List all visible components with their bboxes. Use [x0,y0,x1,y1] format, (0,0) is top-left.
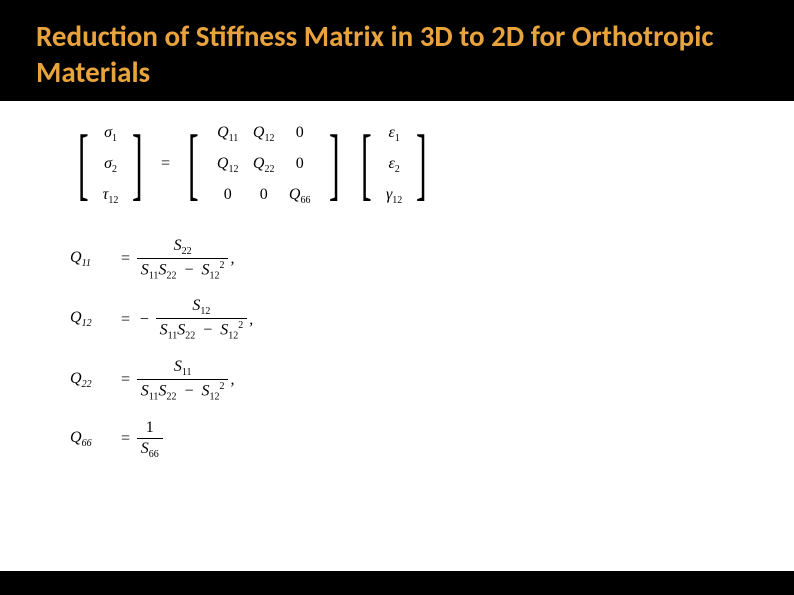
slide-content: [ σ1 σ2 τ12 ] = [ Q11 Q12 0 Q12 Q22 0 0 … [0,101,794,571]
bracket-right-icon: ] [132,124,143,204]
bracket-right-icon: ] [416,124,427,204]
strain-vector: ε1 ε2 γ12 [386,121,402,207]
equals-sign: = [161,155,170,173]
bracket-left-icon: [ [188,124,199,204]
slide-title: Reduction of Stiffness Matrix in 3D to 2… [36,18,764,91]
bracket-right-icon: ] [329,124,340,204]
stress-vector: σ1 σ2 τ12 [103,121,119,207]
formula-q11: Q11 = S22 S11S22 − S122 , [70,237,794,282]
q-matrix-col3: 0 0 Q66 [285,121,315,207]
bracket-left-icon: [ [361,124,372,204]
stiffness-matrix-equation: [ σ1 σ2 τ12 ] = [ Q11 Q12 0 Q12 Q22 0 0 … [70,121,794,207]
slide-header: Reduction of Stiffness Matrix in 3D to 2… [0,0,794,101]
q-matrix-col1: Q11 Q12 0 [213,121,243,207]
formula-q66: Q66 = 1 S66 [70,419,794,460]
q-matrix-col2: Q12 Q22 0 [249,121,279,207]
formula-q12: Q12 = − S12 S11S22 − S122 , [70,297,794,342]
bracket-left-icon: [ [78,124,89,204]
formula-q22: Q22 = S11 S11S22 − S122 , [70,358,794,403]
